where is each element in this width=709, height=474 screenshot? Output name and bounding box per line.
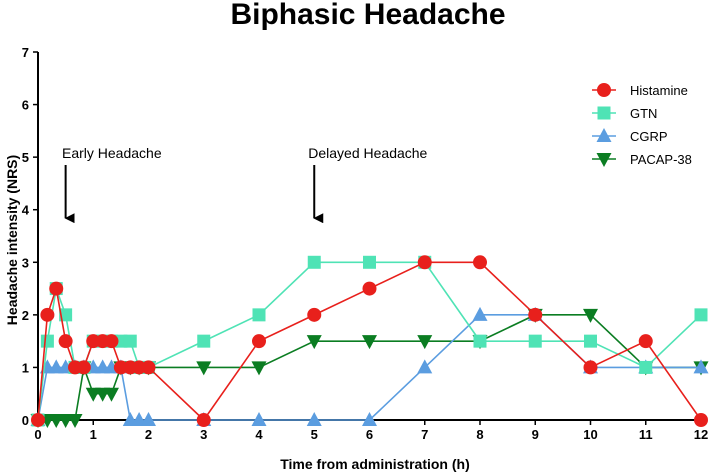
legend: Histamine GTN CGRP PACAP-38 xyxy=(592,83,692,167)
legend-item-gtn: GTN xyxy=(592,106,657,121)
y-tick-label: 6 xyxy=(22,98,29,113)
data-point-gtn xyxy=(528,334,542,348)
data-point-histamine xyxy=(362,281,377,296)
data-point-histamine xyxy=(694,413,708,427)
data-point-pacap-38 xyxy=(48,414,64,428)
legend-marker-gtn xyxy=(597,106,611,120)
data-point-pacap-38 xyxy=(67,414,83,428)
x-tick-label: 11 xyxy=(639,427,653,442)
series-layer xyxy=(30,255,709,428)
legend-marker-cgrp xyxy=(596,128,612,142)
x-tick-label: 12 xyxy=(694,427,708,442)
legend-label: Histamine xyxy=(630,83,688,98)
x-tick-label: 3 xyxy=(200,427,207,442)
data-point-cgrp xyxy=(131,412,147,426)
data-point-histamine xyxy=(49,281,64,296)
data-point-histamine xyxy=(638,334,653,349)
data-point-gtn xyxy=(307,255,321,269)
x-tick-label: 0 xyxy=(34,427,41,442)
x-axis-label: Time from administration (h) xyxy=(280,456,470,472)
x-tick-label: 7 xyxy=(421,427,428,442)
y-tick-label: 0 xyxy=(22,413,29,428)
legend-item-cgrp: CGRP xyxy=(592,128,668,144)
data-point-gtn xyxy=(59,308,73,322)
data-point-histamine xyxy=(58,334,73,349)
data-point-cgrp xyxy=(306,412,322,426)
data-point-cgrp xyxy=(362,412,377,426)
y-tick-label: 5 xyxy=(22,150,29,165)
y-axis-label: Headache intensity (NRS) xyxy=(4,155,20,325)
data-point-histamine xyxy=(417,255,432,270)
data-point-gtn xyxy=(473,334,487,348)
data-point-histamine xyxy=(307,307,322,322)
legend-label: PACAP-38 xyxy=(630,152,692,167)
data-point-pacap-38 xyxy=(251,361,267,376)
x-tick-label: 5 xyxy=(311,427,318,442)
data-point-gtn xyxy=(40,334,54,348)
annotation-label: Delayed Headache xyxy=(308,145,427,161)
data-point-gtn xyxy=(197,334,211,348)
x-tick-label: 1 xyxy=(90,427,97,442)
data-point-histamine xyxy=(252,334,266,349)
data-point-cgrp xyxy=(141,412,156,426)
data-point-pacap-38 xyxy=(362,335,377,350)
data-point-histamine xyxy=(528,307,543,322)
data-point-histamine xyxy=(473,255,487,270)
legend-item-histamine: Histamine xyxy=(592,83,688,98)
data-point-pacap-38 xyxy=(85,387,101,402)
legend-label: GTN xyxy=(630,106,657,121)
y-tick-label: 1 xyxy=(22,360,29,375)
data-point-pacap-38 xyxy=(306,335,322,350)
data-point-gtn xyxy=(694,308,708,322)
data-point-cgrp xyxy=(417,359,433,374)
data-point-cgrp xyxy=(472,306,488,321)
x-tick-label: 9 xyxy=(532,427,539,442)
chart-title: Biphasic Headache xyxy=(230,0,505,31)
y-tick-label: 4 xyxy=(22,203,30,218)
x-tick-label: 8 xyxy=(476,427,483,442)
data-point-cgrp xyxy=(251,412,267,426)
data-point-histamine xyxy=(196,413,211,427)
data-point-histamine xyxy=(76,360,91,375)
x-tick-label: 6 xyxy=(366,427,373,442)
y-tick-label: 3 xyxy=(22,255,29,270)
data-point-pacap-38 xyxy=(583,308,598,323)
x-tick-label: 10 xyxy=(583,427,597,442)
legend-item-pacap-38: PACAP-38 xyxy=(592,152,692,167)
data-point-histamine xyxy=(40,307,55,322)
data-point-gtn xyxy=(123,334,137,348)
data-point-gtn xyxy=(363,255,376,269)
data-point-histamine xyxy=(583,360,598,375)
legend-marker-histamine xyxy=(597,83,611,97)
data-point-pacap-38 xyxy=(58,414,74,428)
data-point-histamine xyxy=(104,334,119,349)
legend-marker-pacap-38 xyxy=(596,153,612,167)
data-point-histamine xyxy=(141,360,156,375)
y-tick-label: 2 xyxy=(22,308,29,323)
data-point-cgrp xyxy=(693,359,709,374)
annotations: Early Headache Delayed Headache xyxy=(62,145,428,224)
x-tick-label: 2 xyxy=(145,427,152,442)
data-point-gtn xyxy=(584,334,597,348)
data-point-gtn xyxy=(252,308,266,322)
data-point-pacap-38 xyxy=(196,361,212,376)
data-point-gtn xyxy=(639,360,653,374)
data-point-histamine xyxy=(31,413,45,427)
annotation-label: Early Headache xyxy=(62,145,162,161)
y-tick-label: 7 xyxy=(22,45,29,60)
data-point-pacap-38 xyxy=(103,387,119,402)
data-point-cgrp xyxy=(48,359,64,374)
x-tick-label: 4 xyxy=(255,427,263,442)
data-point-pacap-38 xyxy=(417,335,433,350)
legend-label: CGRP xyxy=(630,129,668,144)
series-histamine xyxy=(31,255,708,427)
